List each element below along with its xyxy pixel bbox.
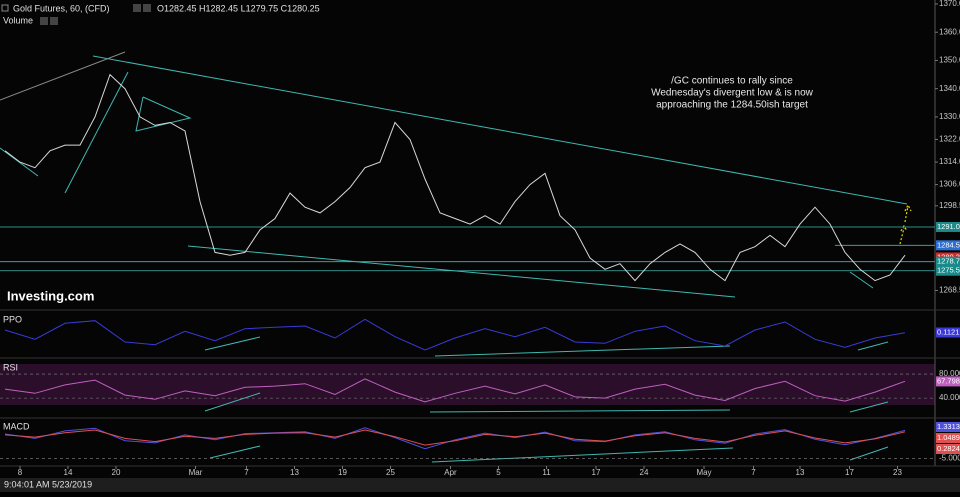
price-tag-label: 67.798 xyxy=(937,376,960,385)
x-tick-label: 7 xyxy=(751,468,756,477)
series-line xyxy=(4,427,906,450)
settings-icon[interactable] xyxy=(133,4,141,12)
y-tick-label: 1330.0 xyxy=(939,112,960,121)
price-tag-label: 1.3313 xyxy=(937,422,960,431)
x-tick-label: 23 xyxy=(893,468,902,477)
price-tag xyxy=(936,240,960,251)
price-tag xyxy=(936,376,960,387)
price-tag xyxy=(936,433,960,443)
y-tick-label: -5.000 xyxy=(939,454,960,463)
price-tag-label: 1291.0 xyxy=(937,222,960,231)
y-tick-label: 80.000 xyxy=(939,369,960,378)
y-tick-label: 1360.0 xyxy=(939,27,960,36)
y-tick-label: 1306.0 xyxy=(939,180,960,189)
price-tag xyxy=(936,221,960,232)
x-tick-label: 19 xyxy=(338,468,347,477)
y-tick-label: 1298.5 xyxy=(939,201,960,210)
y-tick-label: 1322.0 xyxy=(939,135,960,144)
annotation-line: Wednesday's divergent low & is now xyxy=(651,88,814,99)
annotation-line: /GC continues to rally since xyxy=(671,76,793,87)
price-tag-label: 1284.5 xyxy=(937,240,960,249)
x-tick-label: Apr xyxy=(444,468,457,477)
panel-label: RSI xyxy=(3,362,18,372)
panel-label: MACD xyxy=(3,421,30,431)
annotation-line: approaching the 1284.50ish target xyxy=(656,100,808,111)
x-tick-label: 7 xyxy=(244,468,249,477)
collapse-icon[interactable] xyxy=(1,4,9,12)
price-tag xyxy=(936,444,960,454)
price-tag-label: 1275.5 xyxy=(937,266,960,275)
x-tick-label: 14 xyxy=(64,468,73,477)
x-tick-label: 20 xyxy=(112,468,121,477)
x-tick-label: 5 xyxy=(496,468,501,477)
trend-line xyxy=(0,51,126,101)
rsi-band xyxy=(0,364,935,405)
x-tick-label: 13 xyxy=(290,468,299,477)
y-tick-label: 1350.0 xyxy=(939,56,960,65)
status-bar xyxy=(0,478,960,492)
x-tick-label: 8 xyxy=(18,468,23,477)
panel-label: PPO xyxy=(3,314,22,324)
x-tick-label: Mar xyxy=(189,468,203,477)
price-tag xyxy=(936,327,960,338)
x-tick-label: 24 xyxy=(640,468,649,477)
x-tick-label: 13 xyxy=(796,468,805,477)
y-tick-label: 1268.5 xyxy=(939,286,960,295)
logo: Investing.com xyxy=(7,288,94,303)
price-tag xyxy=(936,265,960,276)
volume-close[interactable] xyxy=(50,17,58,25)
price-tag-label: 0.2824 xyxy=(937,444,960,453)
volume-label: Volume xyxy=(3,15,33,25)
ohlc-values: O1282.45 H1282.45 L1279.75 C1280.25 xyxy=(157,3,320,13)
price-tag xyxy=(936,422,960,432)
volume-settings[interactable] xyxy=(40,17,48,25)
x-tick-label: 25 xyxy=(386,468,395,477)
x-tick-label: May xyxy=(696,468,711,477)
price-tag-label: 0.1121 xyxy=(937,327,959,336)
series-line xyxy=(4,73,906,282)
series-line xyxy=(4,378,906,403)
y-tick-label: 1314.0 xyxy=(939,157,960,166)
close-icon[interactable] xyxy=(143,4,151,12)
series-line xyxy=(4,318,906,351)
target-arrows xyxy=(899,203,912,245)
price-tag xyxy=(936,256,960,267)
y-tick-label: 1340.0 xyxy=(939,84,960,93)
timestamp: 9:04:01 AM 5/23/2019 xyxy=(4,479,92,489)
x-tick-label: 17 xyxy=(592,468,601,477)
price-tag-label: 1278.7 xyxy=(937,257,960,266)
symbol-title: Gold Futures, 60, (CFD) xyxy=(13,3,110,13)
trend-lines xyxy=(0,55,908,463)
price-tag-label: 1.0489 xyxy=(937,433,960,442)
x-tick-label: 17 xyxy=(845,468,854,477)
x-tick-label: 11 xyxy=(542,468,551,477)
y-tick-label: 40.000 xyxy=(939,393,960,402)
series-line xyxy=(4,429,906,446)
y-tick-label: 1370.0 xyxy=(939,0,960,8)
